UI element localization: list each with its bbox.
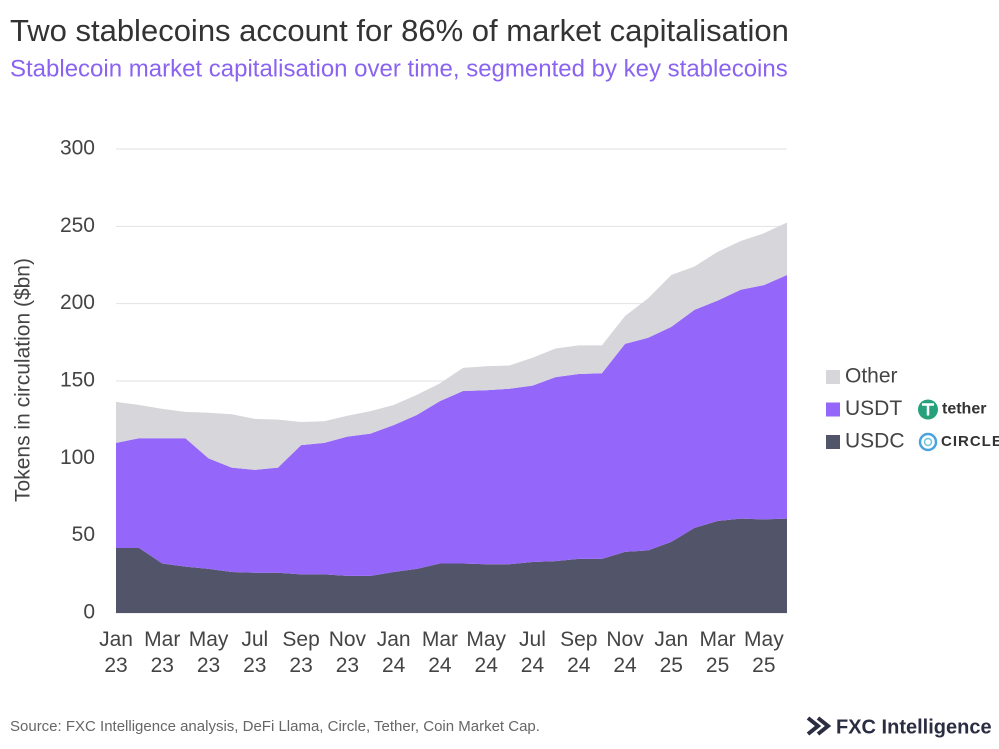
legend-label: Other bbox=[845, 365, 898, 388]
area bbox=[116, 275, 787, 576]
legend-logo: tether bbox=[918, 399, 986, 420]
legend-swatch bbox=[826, 435, 840, 449]
y-axis-label: Tokens in circulation ($bn) bbox=[12, 258, 35, 502]
legend-swatch bbox=[826, 402, 840, 417]
x-tick-label: Mar 24 bbox=[421, 628, 458, 677]
y-tick-label: 100 bbox=[60, 446, 95, 469]
area bbox=[116, 518, 787, 613]
logo-icon bbox=[922, 403, 934, 416]
legend-label: USDT bbox=[845, 397, 902, 420]
x-tick-label: May 24 bbox=[466, 628, 507, 677]
chart-subtitle: Stablecoin market capitalisation over ti… bbox=[10, 55, 788, 82]
y-tick-label: 150 bbox=[60, 369, 95, 392]
legend-label: USDC bbox=[845, 430, 905, 453]
x-tick-label: Jul 23 bbox=[241, 628, 269, 677]
y-tick-label: 50 bbox=[72, 523, 95, 546]
x-tick-label: Jan 24 bbox=[376, 628, 411, 677]
chart-title: Two stablecoins account for 86% of marke… bbox=[10, 13, 789, 48]
y-tick-label: 0 bbox=[83, 601, 95, 624]
x-tick-label: May 23 bbox=[188, 628, 229, 677]
x-tick-label: Mar 25 bbox=[699, 628, 736, 677]
brand-icon bbox=[806, 716, 832, 736]
legend-logo: CIRCLE bbox=[918, 432, 999, 452]
x-tick-label: Jan 23 bbox=[99, 628, 133, 677]
brand: FXC Intelligence bbox=[836, 716, 992, 738]
x-tick-label: Mar 23 bbox=[144, 628, 181, 677]
x-tick-label: Sep 24 bbox=[560, 628, 598, 677]
source: Source: FXC Intelligence analysis, DeFi … bbox=[10, 718, 540, 735]
x-tick-label: Nov 24 bbox=[606, 628, 644, 677]
x-tick-label: Jul 24 bbox=[519, 628, 546, 677]
logo-text: CIRCLE bbox=[941, 433, 999, 450]
y-tick-label: 300 bbox=[60, 137, 95, 160]
x-tick-label: May 25 bbox=[744, 628, 784, 677]
logo-text: tether bbox=[942, 401, 986, 418]
y-tick-label: 250 bbox=[60, 214, 95, 237]
x-tick-label: Sep 23 bbox=[282, 628, 320, 677]
x-tick-label: Nov 23 bbox=[328, 628, 367, 677]
y-tick-label: 200 bbox=[60, 291, 95, 314]
legend-swatch bbox=[826, 370, 840, 384]
x-tick-label: Jan 25 bbox=[654, 628, 689, 677]
logo-icon bbox=[918, 432, 938, 452]
logo-icon bbox=[923, 437, 933, 447]
